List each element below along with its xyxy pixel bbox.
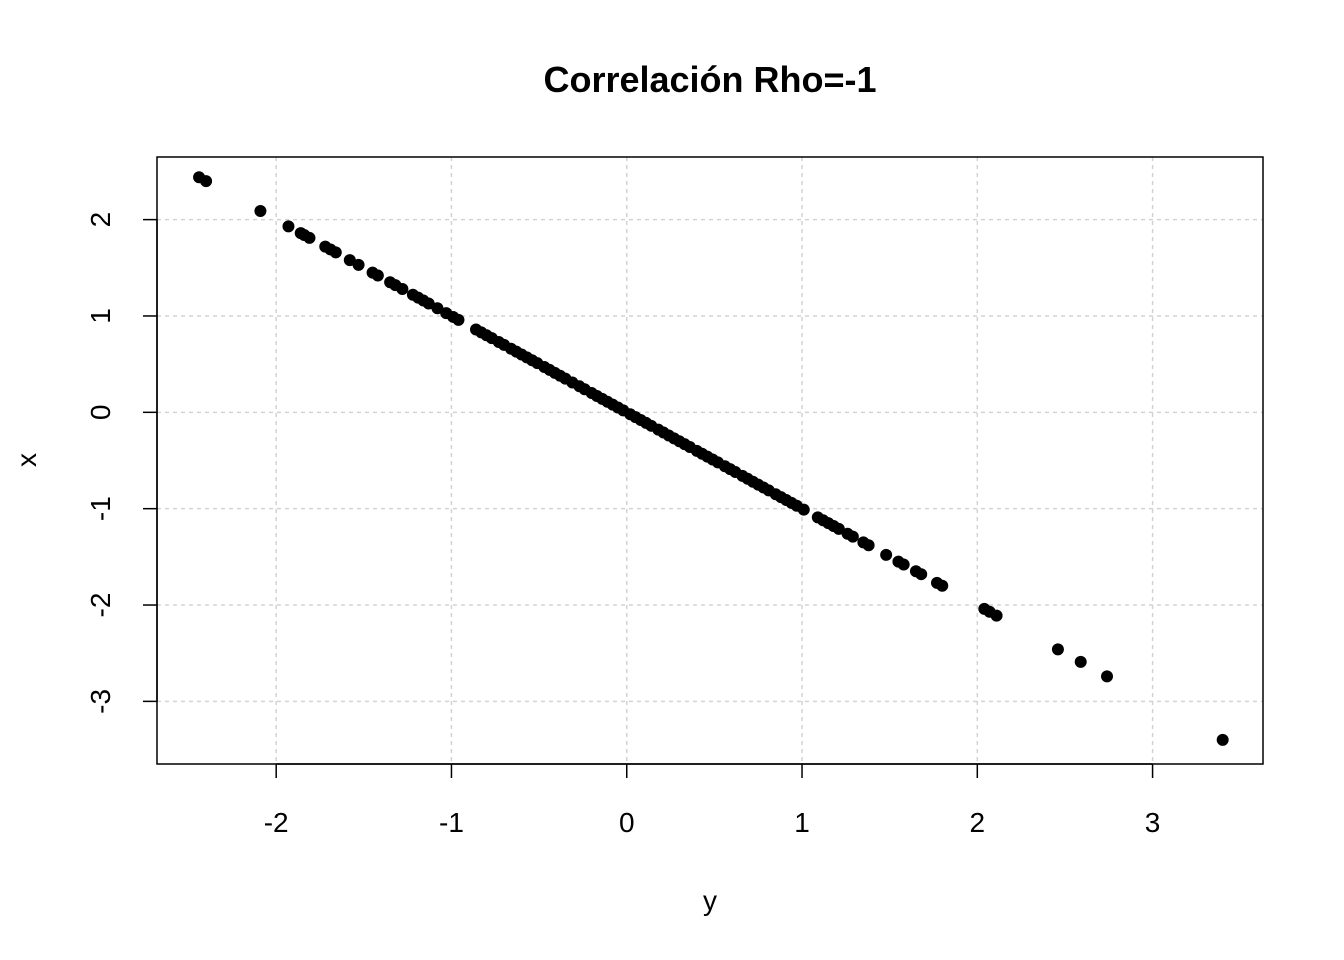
data-point [1101, 670, 1114, 683]
data-point [303, 231, 316, 244]
y-axis: -3 -2 -1 0 1 2 [85, 212, 158, 714]
x-tick-label: 1 [794, 807, 810, 838]
y-axis-label: x [11, 453, 42, 467]
data-point [846, 530, 859, 543]
y-tick-label: -3 [85, 689, 116, 714]
data-point [1051, 643, 1064, 656]
y-tick-label: -1 [85, 496, 116, 521]
data-point [329, 246, 342, 259]
x-tick-label: 0 [619, 807, 635, 838]
data-point [862, 539, 875, 552]
data-point [897, 558, 910, 571]
data-points [193, 171, 1229, 746]
data-point [880, 548, 893, 561]
data-point [254, 204, 267, 217]
data-point [396, 282, 409, 295]
data-point [452, 313, 465, 326]
data-point [797, 503, 810, 516]
x-tick-label: 2 [970, 807, 986, 838]
data-point [936, 579, 949, 592]
x-tick-label: -1 [439, 807, 464, 838]
y-tick-label: 2 [85, 212, 116, 228]
data-point [915, 568, 928, 581]
x-tick-label: -2 [264, 807, 289, 838]
x-axis: -2 -1 0 1 2 3 [264, 763, 1161, 838]
data-point [200, 175, 213, 188]
data-point [282, 220, 295, 233]
grid [157, 157, 1263, 764]
data-point [1074, 655, 1087, 668]
x-axis-label: y [703, 885, 717, 916]
data-point [371, 269, 384, 282]
data-point [990, 609, 1003, 622]
y-tick-label: 0 [85, 405, 116, 421]
y-tick-label: 1 [85, 308, 116, 324]
data-point [352, 258, 365, 271]
x-tick-label: 3 [1145, 807, 1161, 838]
y-tick-label: -2 [85, 593, 116, 618]
chart-title: Correlación Rho=-1 [543, 59, 876, 100]
data-point [1216, 733, 1229, 746]
